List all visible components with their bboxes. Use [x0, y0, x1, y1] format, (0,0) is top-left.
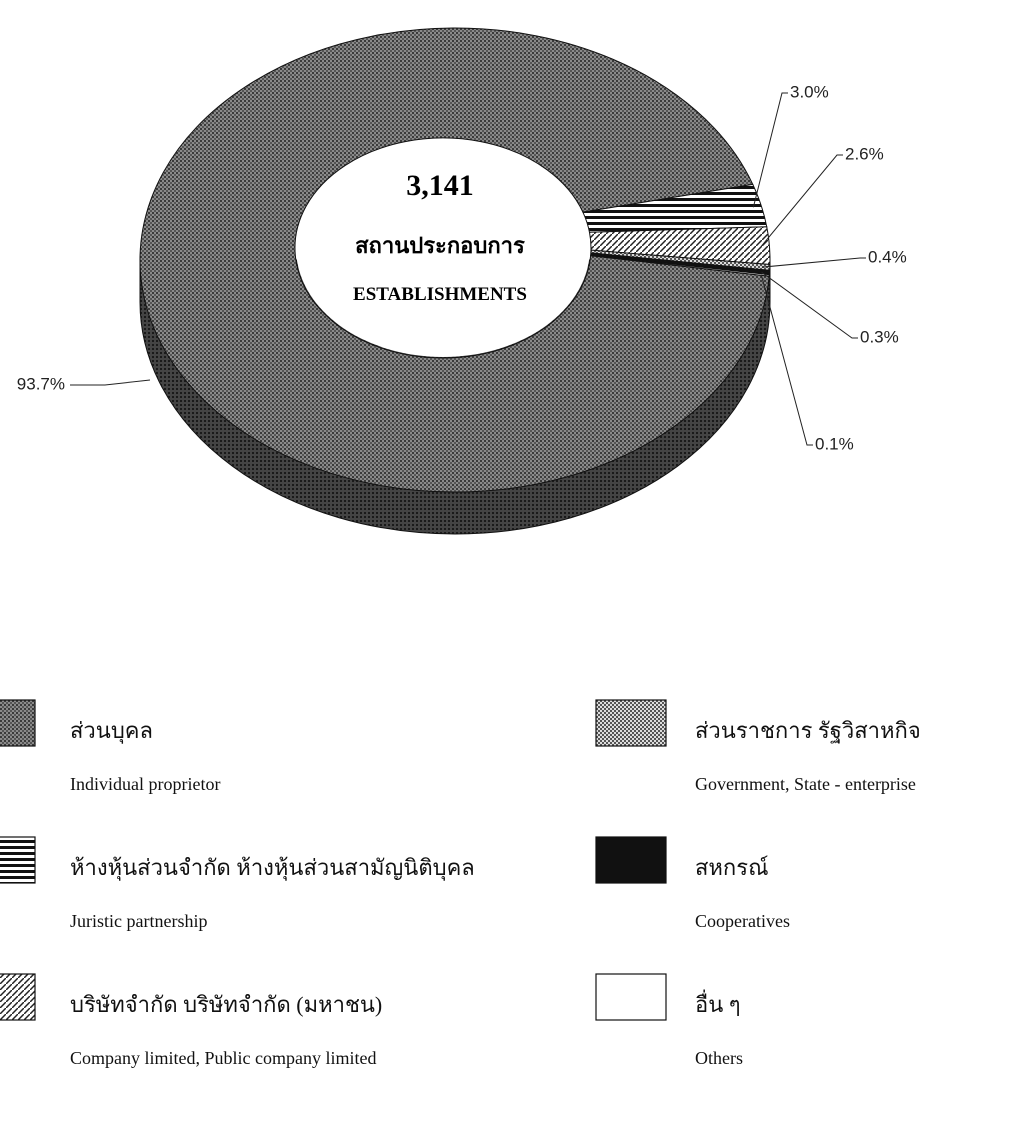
- value-label: 93.7%: [17, 374, 65, 393]
- leader-line: [752, 92, 788, 208]
- legend-swatch: [0, 973, 36, 1021]
- legend-swatch: [595, 836, 667, 884]
- legend-thai: สหกรณ์: [695, 855, 768, 880]
- value-label: 3.0%: [790, 82, 829, 101]
- center-english: ESTABLISHMENTS: [353, 284, 527, 305]
- legend-thai: ส่วนบุคล: [70, 718, 153, 744]
- donut-hole: [296, 139, 590, 357]
- value-label: 0.1%: [815, 434, 854, 453]
- legend-swatch: [0, 836, 36, 884]
- leader-line: [761, 154, 843, 247]
- leader-line: [760, 274, 813, 446]
- legend-thai: ห้างหุ้นส่วนจำกัด ห้างหุ้นส่วนสามัญนิติบ…: [70, 855, 475, 881]
- legend-swatch: [0, 699, 36, 747]
- legend-thai: อื่น ๆ: [695, 989, 741, 1017]
- pie-slice: [590, 254, 770, 277]
- leader-line: [761, 257, 866, 268]
- legend-swatch: [595, 699, 667, 747]
- pie: 93.7% 3.0% 2.6% 0.4% 0.3% 0.1%: [17, 27, 907, 535]
- center-total: 3,141: [406, 169, 474, 202]
- legend-english: Government, State - enterprise: [695, 774, 916, 794]
- legend-english: Others: [695, 1048, 743, 1068]
- legend-english: Juristic partnership: [70, 911, 207, 931]
- legend-swatch: [595, 973, 667, 1021]
- pie-slice: [139, 27, 770, 493]
- value-label: 0.3%: [860, 327, 899, 346]
- value-label: 0.4%: [868, 247, 907, 266]
- center-thai: สถานประกอบการ: [355, 234, 525, 259]
- legend: ส่วนบุคล Individual proprietor ห้างหุ้นส่ว…: [0, 699, 921, 1068]
- legend-thai: ส่วนราชการ รัฐวิสาหกิจ: [695, 718, 921, 744]
- leader-line: [70, 379, 151, 386]
- leader-line: [761, 271, 858, 339]
- legend-thai: บริษัทจำกัด บริษัทจำกัด (มหาชน): [70, 992, 382, 1017]
- legend-english: Cooperatives: [695, 911, 790, 931]
- value-label: 2.6%: [845, 144, 884, 163]
- legend-english: Individual proprietor: [70, 774, 220, 794]
- legend-english: Company limited, Public company limited: [70, 1048, 376, 1068]
